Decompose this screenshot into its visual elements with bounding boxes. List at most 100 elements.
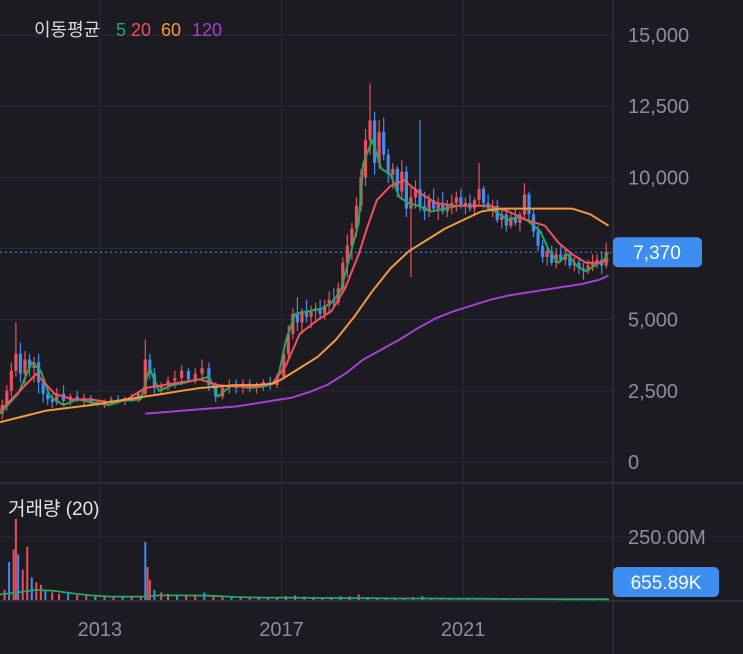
candle-body xyxy=(46,393,50,400)
volume-bar xyxy=(357,594,360,600)
time-tick-label: 2021 xyxy=(441,619,486,641)
candle-body xyxy=(568,254,572,266)
axis-labels: 15,00012,50010,0007,5005,0002,5000250.00… xyxy=(78,25,706,641)
candle-body xyxy=(350,228,354,246)
candle-body xyxy=(404,171,408,209)
volume-bar xyxy=(194,594,197,600)
moving-average-lines xyxy=(0,139,610,424)
volume-bar xyxy=(275,597,278,600)
volume-bar xyxy=(144,541,147,600)
candle-body xyxy=(136,393,141,400)
candle-body xyxy=(527,194,531,215)
legend-ma-120[interactable]: 120 xyxy=(192,20,222,40)
candle-body xyxy=(193,373,197,380)
candle-body xyxy=(559,254,563,260)
candle-body xyxy=(590,262,595,266)
candle-body xyxy=(200,368,204,374)
volume-bar xyxy=(26,546,29,600)
price-tick-label: 10,000 xyxy=(628,167,689,189)
candle-body xyxy=(436,202,440,209)
volume-ma-line xyxy=(0,588,609,601)
candle-body xyxy=(18,353,23,374)
candle-body xyxy=(536,231,540,246)
candle-body xyxy=(454,197,458,203)
price-tick-label: 2,500 xyxy=(628,381,678,403)
candle-body xyxy=(173,378,177,381)
candle-body xyxy=(504,214,508,226)
legend-ma-5[interactable]: 5 xyxy=(116,20,126,40)
volume-badge-label: 655.89K xyxy=(631,573,702,594)
volume-bar xyxy=(130,596,133,600)
candle-body xyxy=(513,217,517,223)
price-badge xyxy=(613,237,702,268)
candle-body xyxy=(318,308,322,314)
volume-bar xyxy=(221,596,224,600)
price-tick-label: 0 xyxy=(628,452,639,474)
legend-title: 이동평균 xyxy=(34,20,100,40)
candle-body xyxy=(427,200,431,212)
candle-body xyxy=(27,359,32,369)
candle-body xyxy=(354,205,359,229)
candle-body xyxy=(295,313,300,323)
volume-bar xyxy=(67,592,70,600)
candle-body xyxy=(577,262,581,269)
candle-body xyxy=(386,154,390,175)
legend-ma-60[interactable]: 60 xyxy=(161,20,181,40)
candle-body xyxy=(500,214,504,221)
volume-bar xyxy=(17,554,20,600)
volume-bar xyxy=(21,569,24,600)
time-tick-label: 2013 xyxy=(78,619,123,641)
price-tick-label: 5,000 xyxy=(628,310,678,332)
candle-body xyxy=(50,399,54,403)
volume-bar xyxy=(76,594,79,600)
price-tick-label: 15,000 xyxy=(628,25,689,47)
volume-bar xyxy=(146,567,149,600)
candle-body xyxy=(541,245,545,258)
candle-body xyxy=(323,305,327,314)
volume-bar xyxy=(103,596,106,600)
price-badge-label: 7,370 xyxy=(633,243,681,264)
candle-body xyxy=(481,188,486,203)
candle-body xyxy=(291,313,295,334)
volume-bar xyxy=(139,596,142,600)
candle-body xyxy=(604,252,608,266)
volume-bar xyxy=(85,595,88,600)
candle-body xyxy=(418,188,422,206)
candle-body xyxy=(413,188,418,198)
candle-body xyxy=(550,251,554,263)
candle-body xyxy=(186,370,191,380)
volume-bar xyxy=(248,597,251,600)
volume-bar xyxy=(12,549,15,600)
volume-bar xyxy=(35,582,38,600)
candle-body xyxy=(23,359,27,374)
candle-body xyxy=(509,217,513,226)
volume-title: 거래량 (20) xyxy=(8,498,100,520)
volume-bar xyxy=(44,589,47,600)
ma-line-120 xyxy=(145,274,609,415)
candle-body xyxy=(450,202,454,206)
volume-bar xyxy=(14,519,17,600)
candle-body xyxy=(166,380,170,386)
volume-bar xyxy=(230,596,233,600)
volume-bar xyxy=(176,594,179,600)
candle-body xyxy=(373,120,377,164)
candle-body xyxy=(304,311,309,317)
candle-body xyxy=(391,168,395,175)
candle-body xyxy=(109,399,113,403)
volume-bar xyxy=(212,595,215,600)
candle-body xyxy=(432,200,436,209)
volume-tick-label: 250.00M xyxy=(628,527,706,549)
volume-bar xyxy=(257,597,260,600)
candle-body xyxy=(41,382,45,394)
candle-body xyxy=(463,202,468,206)
candle-body xyxy=(148,359,152,374)
candle-body xyxy=(300,311,304,323)
time-tick-label: 2017 xyxy=(259,619,304,641)
volume-bar xyxy=(112,596,115,600)
candle-body xyxy=(75,396,79,400)
candle-body xyxy=(5,390,9,406)
volume-bar xyxy=(3,589,6,600)
legend-ma-20[interactable]: 20 xyxy=(131,20,151,40)
volume-bar xyxy=(94,596,97,600)
